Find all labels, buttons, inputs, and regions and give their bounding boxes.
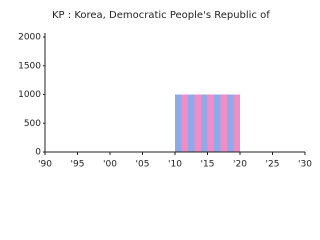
x-tick-label: '15 [201, 160, 215, 170]
bar [214, 94, 221, 152]
x-tick-label: '90 [38, 160, 52, 170]
x-tick-label: '00 [103, 160, 117, 170]
y-tick-label: 1500 [18, 61, 41, 71]
bar [233, 94, 240, 152]
bar [207, 94, 214, 152]
bar [181, 94, 188, 152]
chart: KP : Korea, Democratic People's Republic… [18, 10, 312, 170]
bar [194, 94, 201, 152]
x-tick-label: '95 [71, 160, 85, 170]
y-tick-label: 0 [35, 148, 41, 158]
bar [220, 94, 227, 152]
x-tick-label: '10 [168, 160, 182, 170]
x-tick-label: '05 [136, 160, 150, 170]
y-tick-label: 2000 [18, 33, 41, 43]
bar [227, 94, 234, 152]
x-tick-label: '20 [233, 160, 247, 170]
bar [201, 94, 208, 152]
bar [175, 94, 182, 152]
y-tick-label: 1000 [18, 90, 41, 100]
x-tick-label: '30 [298, 160, 312, 170]
bar [188, 94, 195, 152]
chart-title: KP : Korea, Democratic People's Republic… [52, 10, 270, 21]
x-tick-label: '25 [266, 160, 280, 170]
y-tick-label: 500 [24, 119, 41, 129]
